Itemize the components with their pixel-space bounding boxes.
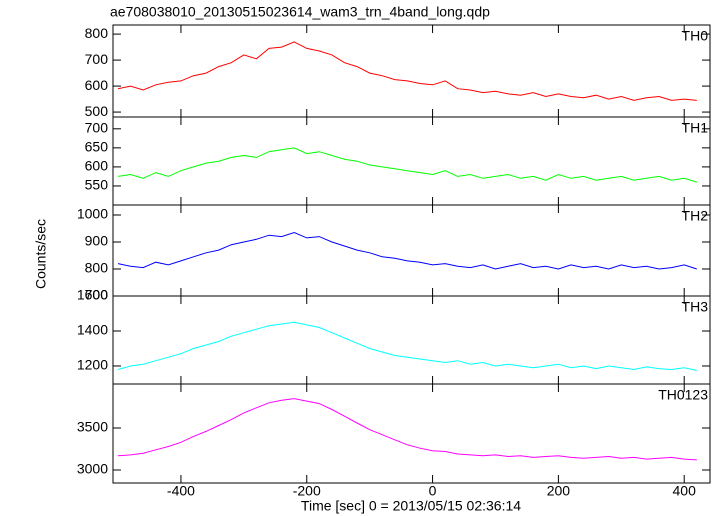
y-tick-label: 1400 (77, 322, 108, 338)
panel-frame (112, 24, 711, 118)
y-tick-label: 3500 (77, 419, 108, 435)
y-axis-label: Counts/sec (33, 219, 49, 289)
x-axis-label: Time [sec] 0 = 2013/05/15 02:36:14 (301, 498, 521, 514)
panel-label: TH1 (682, 120, 709, 136)
panel-label: TH0 (682, 28, 709, 44)
y-tick-label: 700 (85, 287, 109, 303)
panel-label: TH2 (682, 208, 709, 224)
panel-label: TH3 (682, 299, 709, 315)
series-line (117, 321, 697, 371)
x-tick-label: -200 (293, 483, 321, 499)
panel-frame (112, 383, 711, 484)
y-tick-label: 3000 (77, 461, 108, 477)
y-tick-label: 600 (85, 158, 109, 174)
series-line (117, 41, 697, 101)
y-tick-label: 500 (85, 103, 109, 119)
series-line (117, 147, 697, 183)
series-line (117, 231, 697, 270)
x-tick-label: 0 (429, 483, 437, 499)
panel-frame (112, 295, 711, 385)
x-tick-label: 400 (673, 483, 697, 499)
panel-label: TH0123 (658, 387, 708, 403)
y-tick-label: 700 (85, 51, 109, 67)
y-tick-label: 1600 (77, 287, 108, 303)
y-tick-label: 900 (85, 233, 109, 249)
y-tick-label: 600 (85, 77, 109, 93)
y-tick-label: 550 (85, 177, 109, 193)
y-tick-label: 1200 (77, 357, 108, 373)
y-tick-label: 800 (85, 260, 109, 276)
x-tick-label: 200 (547, 483, 571, 499)
y-tick-label: 700 (85, 120, 109, 136)
panel-frame (112, 204, 711, 297)
chart-title: ae708038010_20130515023614_wam3_trn_4ban… (110, 4, 490, 20)
y-tick-label: 650 (85, 139, 109, 155)
series-line (117, 398, 697, 461)
x-tick-label: -400 (167, 483, 195, 499)
y-tick-label: 800 (85, 25, 109, 41)
panel-frame (112, 116, 711, 206)
y-tick-label: 1000 (77, 206, 108, 222)
